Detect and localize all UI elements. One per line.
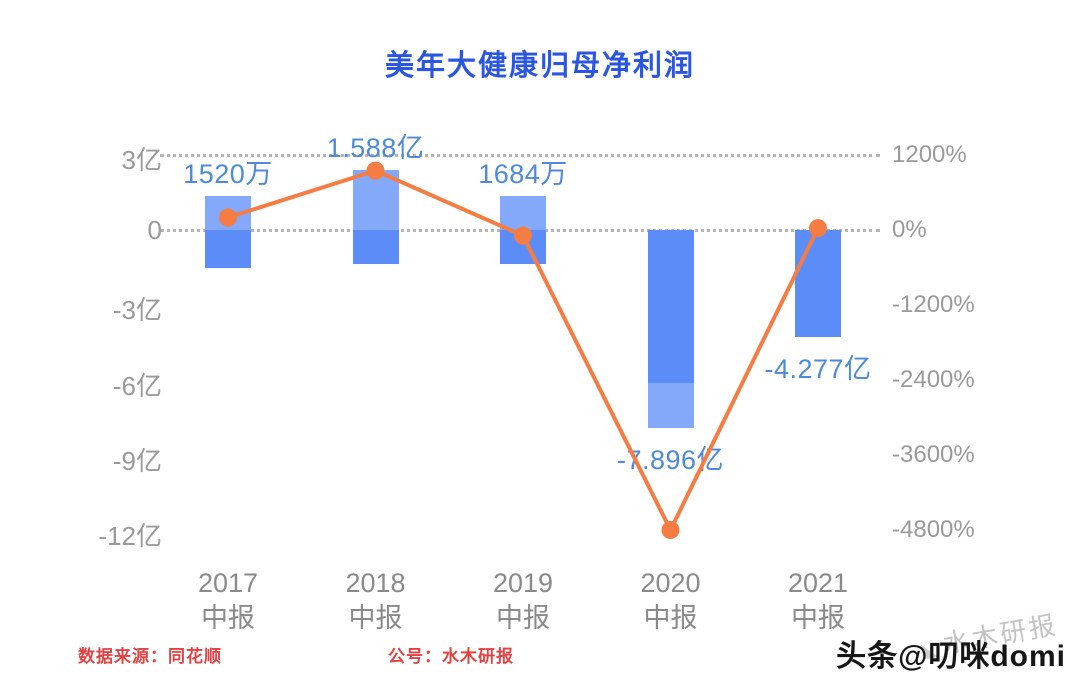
right-axis-tick: -2400% (892, 366, 975, 393)
line-marker (219, 208, 237, 227)
growth-rate-line (226, 168, 820, 532)
bar-value-label: 1684万 (478, 159, 568, 190)
x-axis-label: 2021 中报 (738, 566, 898, 636)
bar-light-segment (647, 383, 694, 429)
line-marker (661, 521, 680, 539)
right-axis-tick: -1200% (892, 291, 975, 318)
x-axis-label-line: 中报 (643, 603, 698, 633)
right-axis-tick: 0% (892, 216, 927, 243)
left-axis-tick: -9亿 (112, 445, 162, 476)
bar-light-segment (500, 196, 546, 230)
right-axis-tick: 1200% (892, 141, 967, 168)
bar-2021 (795, 230, 841, 338)
x-axis-label: 2019 中报 (443, 566, 603, 636)
line-marker (514, 226, 532, 245)
left-axis-tick: 0 (147, 215, 162, 245)
x-axis-label-line: 2018 (345, 568, 406, 598)
x-axis-label-line: 中报 (791, 603, 845, 633)
bar-light-segment (352, 169, 399, 230)
x-axis-label-line: 中报 (496, 603, 550, 633)
gridline (160, 153, 880, 157)
x-axis-label-line: 中报 (348, 603, 403, 633)
bar-2017 (205, 196, 251, 268)
right-axis-tick: -4800% (892, 516, 975, 543)
bar-value-label: 1520万 (183, 159, 273, 190)
data-source-label: 数据来源：同花顺 (78, 647, 222, 666)
x-axis-label-line: 2020 (640, 568, 701, 598)
bar-2020 (647, 230, 694, 429)
x-axis-label-line: 中报 (201, 603, 255, 633)
line-marker (366, 161, 385, 180)
account-label: 公号：水木研报 (388, 647, 514, 666)
chart-title: 美年大健康归母净利润 (384, 50, 695, 82)
x-axis-label-line: 2021 (787, 568, 849, 598)
x-axis-label: 2020 中报 (591, 566, 751, 636)
left-axis-tick: 3亿 (121, 144, 162, 175)
byline-headline: 头条@叨咪domi (836, 640, 1066, 673)
x-axis-label: 2017 中报 (148, 566, 308, 636)
left-axis-tick: -6亿 (112, 370, 162, 401)
x-axis-label: 2018 中报 (296, 566, 456, 636)
bar-value-label: 1.588亿 (326, 132, 425, 163)
right-axis-tick: -3600% (892, 441, 975, 468)
x-axis-label-line: 2017 (197, 568, 259, 598)
left-axis-tick: -12亿 (98, 521, 162, 552)
line-marker (809, 219, 827, 238)
bar-value-label: -4.277亿 (764, 354, 872, 385)
bar-2018 (352, 169, 399, 264)
left-axis-tick: -3亿 (112, 295, 162, 326)
x-axis-label-line: 2019 (492, 568, 554, 598)
